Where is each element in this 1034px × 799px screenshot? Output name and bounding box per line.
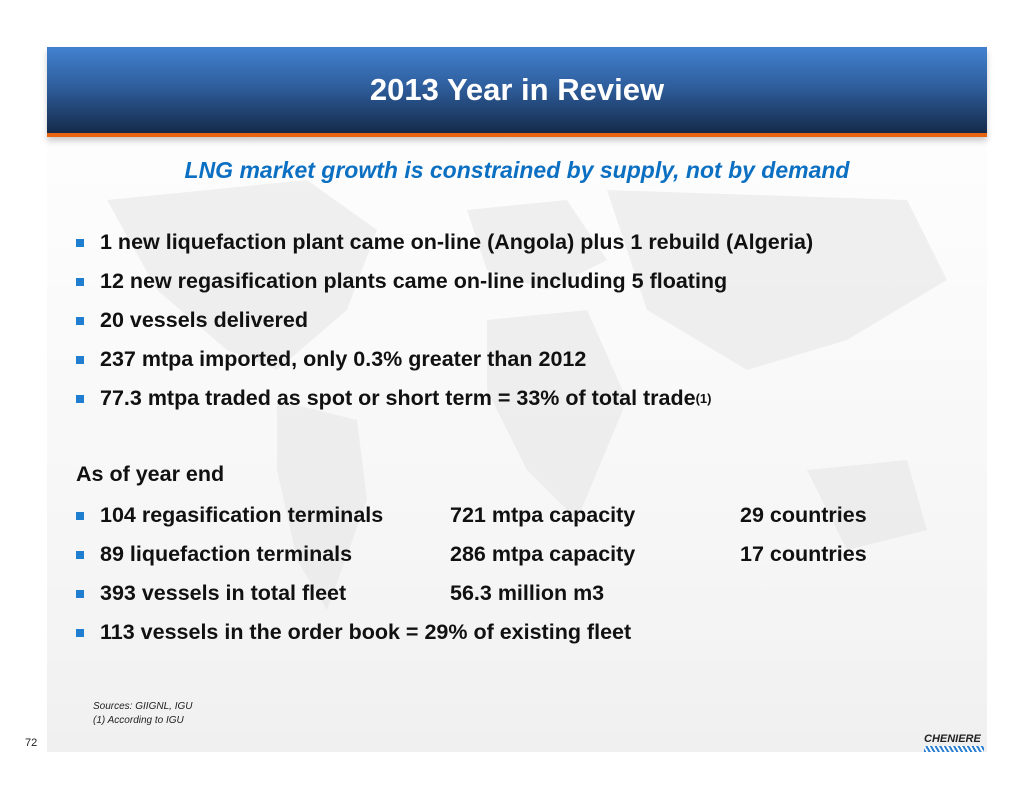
footnote-text: (1) According to IGU — [93, 715, 184, 726]
year-end-list: 104 regasification terminals 721 mtpa cap… — [76, 496, 1006, 652]
bullet-square-icon — [76, 511, 84, 520]
list-item: 113 vessels in the order book = 29% of e… — [76, 613, 1006, 652]
bullet-square-icon — [76, 238, 84, 247]
bullet-text: 237 mtpa imported, only 0.3% greater tha… — [100, 347, 587, 371]
world-map-watermark — [107, 180, 947, 610]
list-item: 1 new liquefaction plant came on-line (A… — [76, 223, 1006, 262]
slide-subtitle: LNG market growth is constrained by supp… — [184, 157, 850, 183]
item-countries: 17 countries — [740, 542, 867, 566]
item-capacity: 286 mtpa capacity — [450, 542, 636, 566]
page-number: 72 — [25, 737, 38, 749]
bullet-square-icon — [76, 277, 84, 286]
list-item: 104 regasification terminals 721 mtpa cap… — [76, 496, 1006, 535]
item-capacity: 56.3 million m3 — [450, 581, 605, 605]
bullet-text: 1 new liquefaction plant came on-line (A… — [100, 230, 814, 254]
bullet-square-icon — [76, 394, 84, 403]
list-item: 20 vessels delivered — [76, 301, 1006, 340]
list-item: 89 liquefaction terminals 286 mtpa capaci… — [76, 535, 1006, 574]
bullet-text: 20 vessels delivered — [100, 308, 308, 332]
item-label: 113 vessels in the order book = 29% of e… — [100, 620, 632, 644]
list-item: 393 vessels in total fleet 56.3 million m… — [76, 574, 1006, 613]
item-label: 104 regasification terminals — [100, 503, 384, 527]
bullet-square-icon — [76, 550, 84, 559]
item-label: 393 vessels in total fleet — [100, 581, 347, 605]
list-item: 237 mtpa imported, only 0.3% greater tha… — [76, 340, 1006, 379]
item-label: 89 liquefaction terminals — [100, 542, 353, 566]
bullet-square-icon — [76, 628, 84, 637]
item-countries: 29 countries — [740, 503, 867, 527]
list-item: 12 new regasification plants came on-lin… — [76, 262, 1006, 301]
sources-note: Sources: GIIGNL, IGU (1) According to IGU — [93, 700, 192, 728]
item-capacity: 721 mtpa capacity — [450, 503, 636, 527]
logo-text: CHENIERE — [924, 733, 981, 745]
bullet-list-2013: 1 new liquefaction plant came on-line (A… — [76, 223, 1006, 418]
sources-text: Sources: GIIGNL, IGU — [93, 701, 193, 712]
footnote-mark: (1) — [695, 391, 712, 406]
slide-title: 2013 Year in Review — [369, 72, 665, 107]
bullet-text: 77.3 mtpa traded as spot or short term =… — [100, 386, 696, 410]
section-heading: As of year end — [76, 462, 225, 486]
bullet-square-icon — [76, 355, 84, 364]
cheniere-logo: CHENIERE — [924, 733, 984, 752]
bullet-square-icon — [76, 589, 84, 598]
logo-wave-icon — [924, 746, 984, 752]
slide-header: 2013 Year in Review — [47, 47, 987, 137]
list-item: 77.3 mtpa traded as spot or short term =… — [76, 379, 1006, 418]
bullet-text: 12 new regasification plants came on-lin… — [100, 269, 728, 293]
bullet-square-icon — [76, 316, 84, 325]
